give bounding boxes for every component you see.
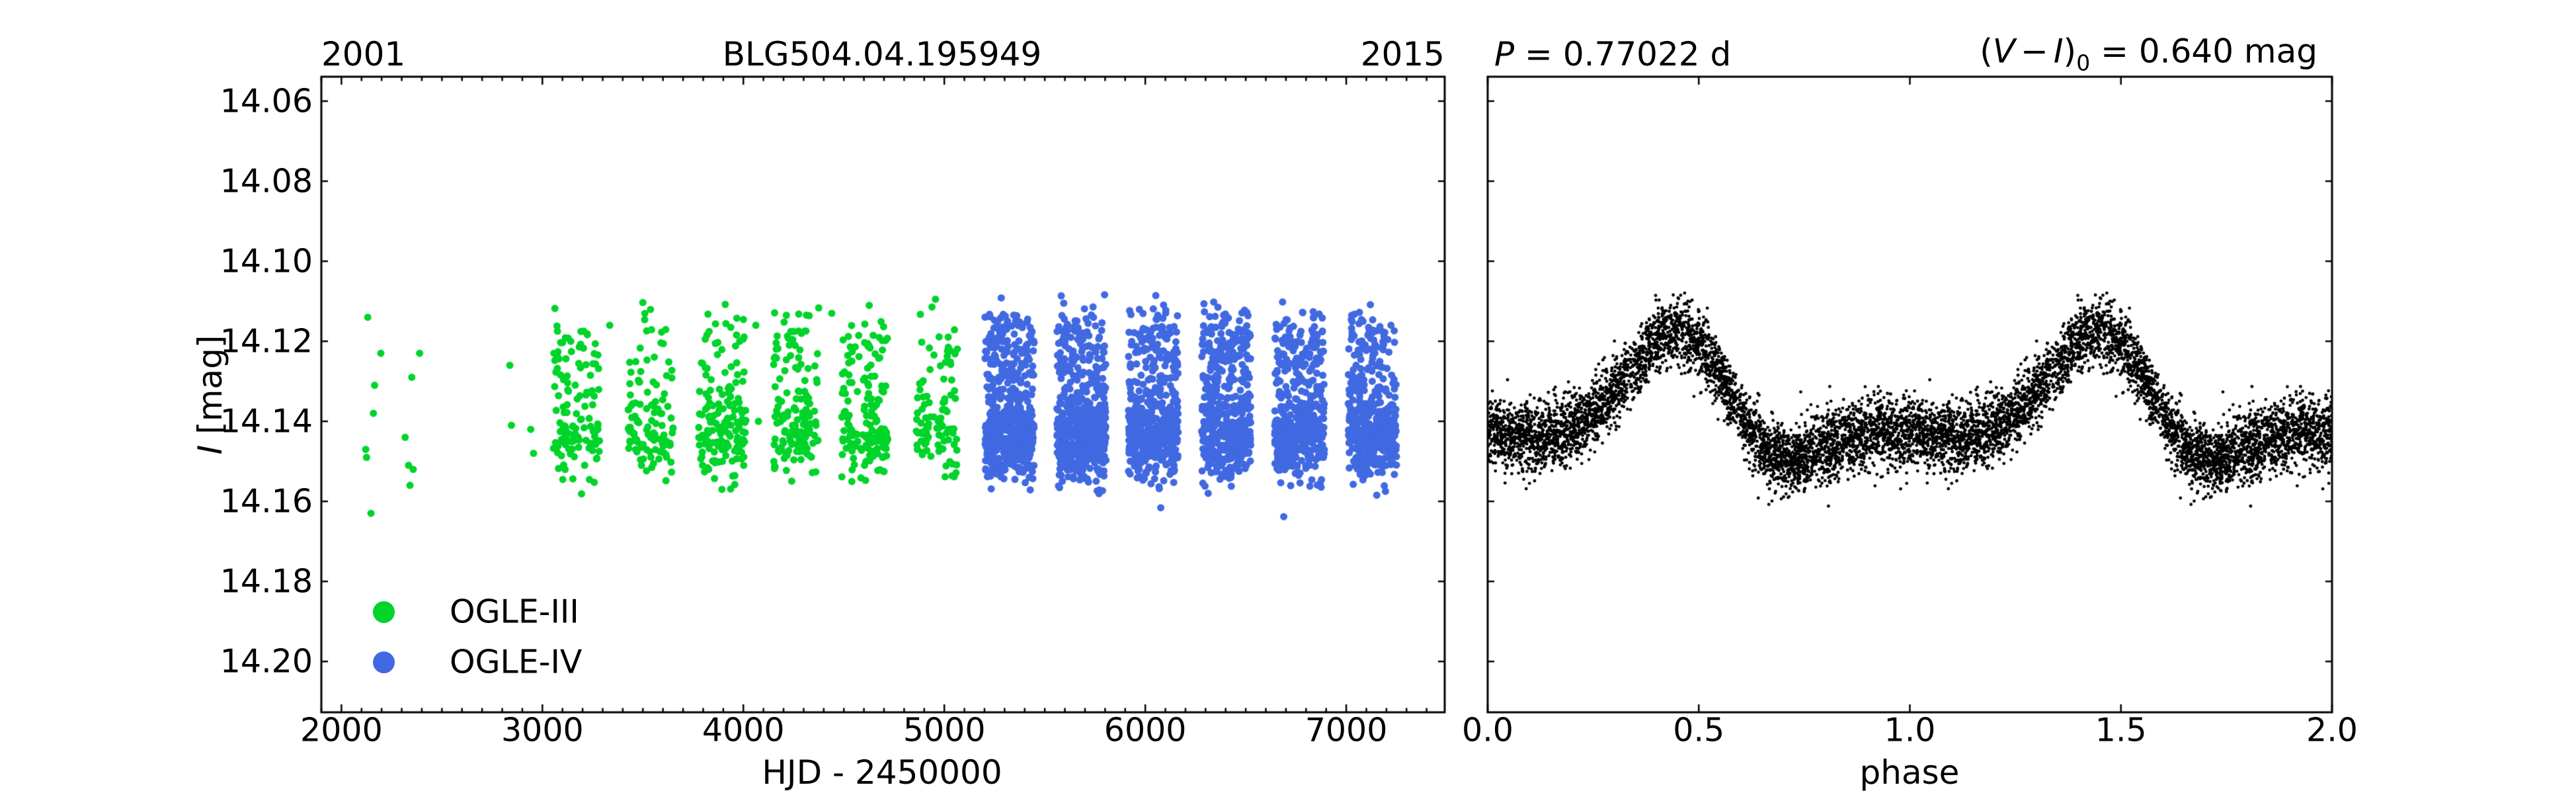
x-tick-label: 5000 [903,711,986,749]
legend-marker-ogle-iv [373,651,395,673]
x-tick-label: 0.0 [1462,711,1513,749]
color-index-value: = 0.640 mag [2090,32,2317,71]
y-tick-label: 14.08 [220,162,313,200]
x-axis-label-left: HJD - 2450000 [762,753,1002,791]
subscript-zero: 0 [2076,50,2091,76]
x-tick-label: 1.0 [1884,711,1936,749]
y-axis-label-var: I [191,444,229,455]
x-tick-label: 0.5 [1673,711,1725,749]
minus-sign: − [2021,32,2048,71]
v-symbol: V [1992,32,2016,71]
y-tick-label: 14.16 [220,482,313,520]
paren-close: ) [2063,32,2077,71]
y-tick-label: 14.12 [220,322,313,360]
y-tick-label: 14.10 [220,242,313,280]
paren-open: ( [1980,32,1993,71]
color-index-label: (V − I)0 = 0.640 mag [1980,35,2317,74]
y-tick-label: 14.18 [220,562,313,601]
period-value: = 0.77022 d [1514,35,1732,73]
x-tick-label: 2000 [300,711,383,749]
y-tick-label: 14.20 [220,642,313,681]
x-tick-label: 7000 [1305,711,1388,749]
x-tick-label: 3000 [501,711,584,749]
period-symbol: P [1494,35,1515,73]
y-tick-label: 14.14 [220,402,313,440]
page-title: BLG504.04.195949 [722,35,1042,73]
x-tick-label: 4000 [702,711,785,749]
year-end-label: 2015 [1360,35,1445,73]
y-tick-label: 14.06 [220,82,313,120]
x-axis-label-right: phase [1859,753,1960,791]
x-tick-label: 6000 [1104,711,1187,749]
x-tick-label: 1.5 [2095,711,2147,749]
legend-marker-ogle-iii [373,601,395,623]
period-label: P = 0.77022 d [1494,38,1731,71]
i-symbol: I [2053,32,2064,71]
legend-label-ogle-iii: OGLE-III [450,593,579,631]
x-tick-label: 2.0 [2306,711,2358,749]
year-start-label: 2001 [321,35,406,73]
legend-label-ogle-iv: OGLE-IV [450,643,583,681]
